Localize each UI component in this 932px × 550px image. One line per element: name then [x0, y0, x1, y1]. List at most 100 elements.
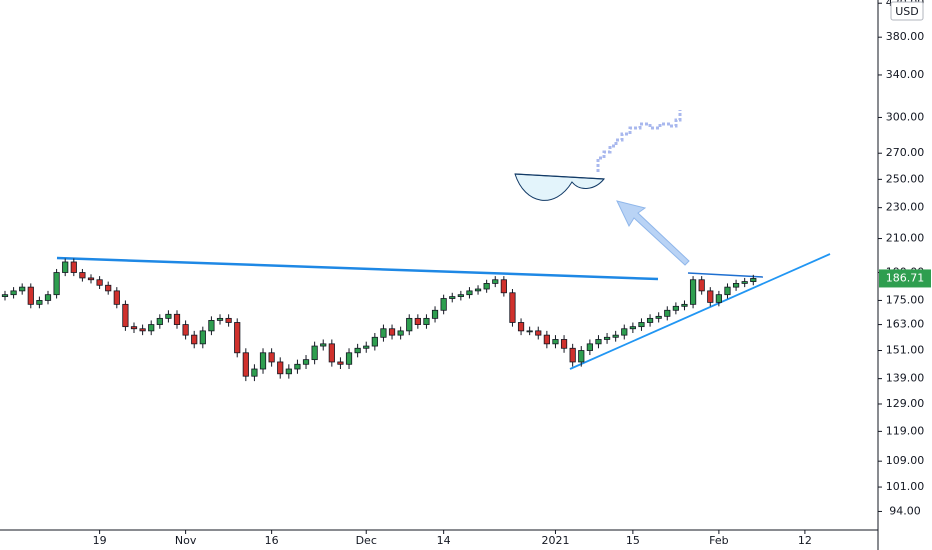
candle-body: [741, 281, 748, 284]
candle-body: [560, 339, 568, 349]
candle-body: [388, 328, 396, 336]
last-price-label: 186.71: [886, 271, 925, 284]
y-tick-label: 380.00: [886, 30, 925, 43]
candle-body: [664, 309, 671, 317]
x-tick-label: 12: [798, 534, 812, 547]
candle-body: [578, 350, 585, 363]
currency-badge[interactable]: [890, 1, 924, 21]
y-tick-label: 139.00: [886, 372, 925, 385]
y-tick-label: 250.00: [886, 172, 925, 185]
resistance-line: [56, 256, 659, 281]
candle-body: [500, 279, 507, 294]
candle-body: [431, 309, 439, 319]
candle-body: [122, 303, 129, 328]
candle-body: [259, 352, 267, 370]
candle-body: [173, 313, 181, 325]
candle-body: [285, 368, 292, 375]
candle-body: [672, 305, 679, 311]
candle-body: [517, 322, 525, 332]
candle-body: [302, 359, 310, 365]
candle-body: [397, 330, 404, 336]
candle-body: [681, 303, 688, 307]
y-tick-label: 340.00: [886, 68, 925, 81]
y-tick-label: 109.00: [886, 454, 925, 467]
drawings: [56, 110, 831, 370]
candle-body: [27, 286, 34, 305]
x-tick-label: 2021: [541, 534, 569, 547]
candle-body: [156, 317, 163, 325]
candle-body: [70, 261, 77, 273]
cup-rim: [514, 173, 605, 180]
candle-body: [509, 292, 516, 323]
candle-body: [199, 330, 206, 345]
candle-body: [449, 296, 456, 299]
candle-body: [208, 320, 215, 332]
candle-body: [440, 298, 447, 311]
x-tick-label: Dec: [356, 534, 377, 547]
candle-body: [603, 336, 611, 340]
y-tick-label: 163.00: [886, 318, 925, 331]
candle-body: [406, 317, 413, 332]
candle-body: [414, 317, 421, 325]
candle-body: [311, 345, 318, 361]
candle-body: [492, 279, 499, 284]
candle-body: [96, 279, 103, 286]
candle-body: [655, 315, 662, 319]
candle-body: [79, 272, 86, 279]
candle-body: [715, 294, 722, 303]
candle-body: [552, 339, 559, 345]
candle-body: [277, 361, 284, 375]
candle-body: [689, 279, 697, 305]
x-tick-label: 19: [93, 534, 107, 547]
candle-body: [363, 345, 370, 349]
candle-body: [320, 343, 327, 347]
y-tick-label: 94.00: [889, 504, 921, 517]
candle-body: [595, 339, 602, 345]
cup-pattern: [514, 173, 606, 201]
y-tick-label: 230.00: [886, 201, 925, 214]
handle-line: [687, 272, 764, 278]
projection: [596, 110, 682, 172]
candle-body: [621, 328, 628, 336]
candle-body: [354, 347, 361, 354]
x-tick-label: 16: [265, 534, 279, 547]
candle-body: [638, 322, 645, 328]
candle-body: [191, 334, 198, 345]
support-line: [569, 253, 831, 370]
y-tick-label: 210.00: [886, 232, 925, 245]
candle-body: [345, 352, 353, 365]
candle-body: [698, 279, 705, 292]
candle-body: [216, 317, 224, 321]
candle-body: [371, 336, 378, 347]
candle-body: [646, 317, 654, 323]
candle-body: [225, 317, 232, 323]
candle-body: [526, 330, 533, 333]
x-tick-label: Feb: [709, 534, 728, 547]
candle-body: [44, 294, 52, 301]
y-tick-label: 175.00: [886, 293, 925, 306]
candle-body: [1, 294, 9, 297]
candle-body: [62, 261, 69, 273]
y-tick-label: 101.00: [886, 480, 925, 493]
candle-body: [629, 326, 636, 330]
candle-body: [380, 328, 387, 338]
candle-body: [268, 352, 275, 363]
x-tick-label: Nov: [175, 534, 197, 547]
candle-body: [139, 328, 146, 332]
candle-body: [105, 284, 112, 292]
candle-body: [36, 300, 43, 305]
currency: USD: [895, 5, 919, 18]
candle-body: [328, 343, 335, 363]
candle-body: [53, 272, 60, 296]
x-tick-label: 15: [626, 534, 640, 547]
candle-body: [10, 290, 17, 296]
y-tick-label: 151.00: [886, 344, 925, 357]
candle-body: [165, 313, 172, 319]
candle-body: [750, 278, 757, 282]
candle-body: [707, 290, 714, 303]
y-tick-label: 129.00: [886, 397, 925, 410]
candles: [1, 258, 757, 382]
candle-body: [474, 288, 482, 292]
candle-body: [242, 352, 249, 377]
candle-body: [724, 286, 731, 296]
